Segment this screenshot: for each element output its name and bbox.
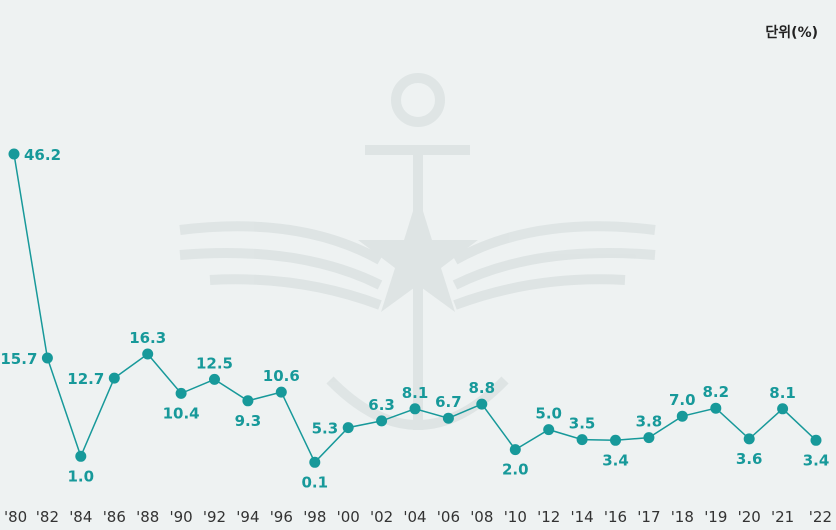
x-tick-label: '00: [337, 508, 360, 526]
data-label: 6.7: [435, 393, 462, 411]
data-label: 3.4: [803, 451, 830, 469]
data-point: [41, 352, 53, 364]
data-label: 7.0: [669, 391, 696, 409]
x-tick-label: '86: [103, 508, 126, 526]
data-point: [342, 422, 354, 434]
data-point: [509, 444, 521, 456]
x-tick-label: '90: [169, 508, 192, 526]
data-label: 16.3: [129, 329, 166, 347]
data-point: [8, 148, 20, 160]
x-tick-label: '10: [504, 508, 527, 526]
x-tick-label: '08: [470, 508, 493, 526]
data-point: [777, 403, 789, 415]
data-point: [242, 395, 254, 407]
data-point: [275, 386, 287, 398]
data-label: 5.0: [535, 405, 562, 423]
data-label: 0.1: [302, 473, 329, 491]
data-point: [108, 372, 120, 384]
data-point: [810, 434, 822, 446]
x-tick-label: '17: [637, 508, 660, 526]
data-labels: 46.2 15.7 1.0 12.7 16.3 10.4 12.5 9.3 10.6 0.1 5.3…: [0, 146, 829, 491]
data-point: [175, 387, 187, 399]
x-tick-label: '82: [36, 508, 59, 526]
data-label: 3.8: [636, 413, 663, 431]
data-point: [676, 410, 688, 422]
x-tick-label: '96: [270, 508, 293, 526]
unit-label: 단위(%): [765, 25, 818, 41]
x-tick-label: '18: [671, 508, 694, 526]
x-tick-label: '20: [738, 508, 761, 526]
data-point: [309, 456, 321, 468]
x-axis: '80 '82 '84 '86 '88 '90 '92 '94 '96 '98 '00 '02 '04 '…: [4, 508, 832, 526]
x-tick-label: '04: [403, 508, 426, 526]
data-label: 3.5: [569, 415, 596, 433]
data-point: [142, 348, 154, 360]
data-label: 46.2: [24, 146, 61, 164]
x-tick-label: '84: [69, 508, 92, 526]
data-label: 9.3: [235, 412, 262, 430]
data-label: 12.5: [196, 354, 233, 372]
x-tick-label: '92: [203, 508, 226, 526]
data-point: [610, 434, 621, 446]
data-label: 10.6: [263, 367, 300, 385]
data-point: [75, 450, 87, 462]
x-tick-label: '98: [303, 508, 326, 526]
data-label: 3.4: [602, 451, 629, 469]
data-label: 6.3: [368, 396, 395, 414]
x-tick-label: '88: [136, 508, 159, 526]
x-tick-label: '21: [771, 508, 794, 526]
data-label: 10.4: [163, 404, 200, 422]
data-point: [576, 434, 588, 446]
data-label: 8.1: [402, 384, 429, 402]
data-point: [376, 415, 388, 427]
data-point: [643, 432, 655, 444]
data-label: 3.6: [736, 450, 763, 468]
anchor-emblem-watermark: [179, 73, 656, 430]
data-label: 8.8: [469, 379, 496, 397]
data-point: [543, 424, 555, 436]
data-point: [409, 403, 421, 415]
series-layer: [8, 148, 822, 468]
data-point: [710, 402, 722, 414]
x-tick-label: '80: [4, 508, 27, 526]
x-tick-label: '16: [604, 508, 627, 526]
x-tick-label: '19: [704, 508, 727, 526]
x-tick-label: '94: [236, 508, 259, 526]
data-label: 2.0: [502, 461, 529, 479]
data-label: 8.1: [769, 384, 796, 402]
x-tick-label: '22: [809, 508, 832, 526]
x-tick-label: '02: [370, 508, 393, 526]
data-label: 12.7: [67, 370, 104, 388]
x-tick-label: '06: [437, 508, 460, 526]
data-point: [209, 373, 220, 385]
data-point: [442, 412, 454, 424]
data-label: 15.7: [0, 350, 37, 368]
data-point: [743, 433, 755, 445]
data-label: 5.3: [312, 420, 339, 438]
x-tick-label: '12: [537, 508, 560, 526]
data-label: 8.2: [703, 383, 730, 401]
x-tick-label: '14: [570, 508, 593, 526]
data-label: 1.0: [68, 467, 95, 485]
data-point: [476, 398, 488, 410]
